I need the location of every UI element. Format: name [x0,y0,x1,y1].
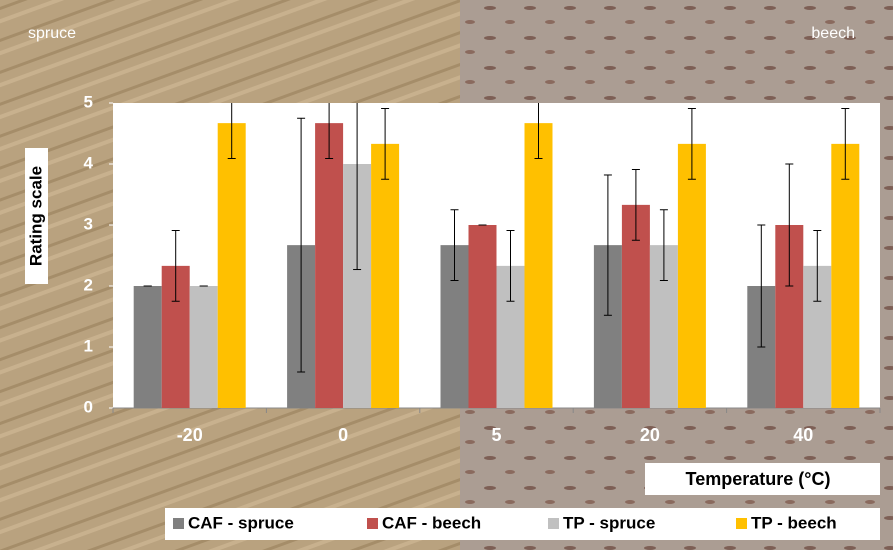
legend-label: TP - spruce [563,513,655,532]
bar [190,286,218,408]
legend-swatch [548,518,559,529]
page: spruce beech Rating scale Temperature (°… [0,0,893,555]
y-tick-label: 4 [84,153,94,172]
legend-label: CAF - spruce [188,513,294,532]
y-tick-label: 1 [84,336,93,355]
bar [469,225,497,408]
bar [218,123,246,408]
bar [134,286,162,408]
bar [315,123,343,408]
legend-swatch [173,518,184,529]
legend-swatch [736,518,747,529]
legend-swatch [367,518,378,529]
x-tick-label: 40 [793,425,813,445]
y-tick-label: 2 [84,275,93,294]
x-axis-title: Temperature (°C) [686,469,831,489]
legend-label: CAF - beech [382,513,481,532]
y-tick-label: 3 [84,214,93,233]
bar [525,123,553,408]
x-tick-label: -20 [177,425,203,445]
legend-label: TP - beech [751,513,837,532]
x-tick-label: 0 [338,425,348,445]
bar [371,144,399,408]
x-tick-label: 5 [491,425,501,445]
bar [678,144,706,408]
y-tick-label: 0 [84,397,93,416]
y-axis-title: Rating scale [26,166,45,266]
y-tick-label: 5 [84,92,93,111]
x-tick-label: 20 [640,425,660,445]
corner-label: beech [811,25,855,42]
bar [831,144,859,408]
corner-label: spruce [28,25,76,42]
chart: spruce beech Rating scale Temperature (°… [0,0,893,550]
